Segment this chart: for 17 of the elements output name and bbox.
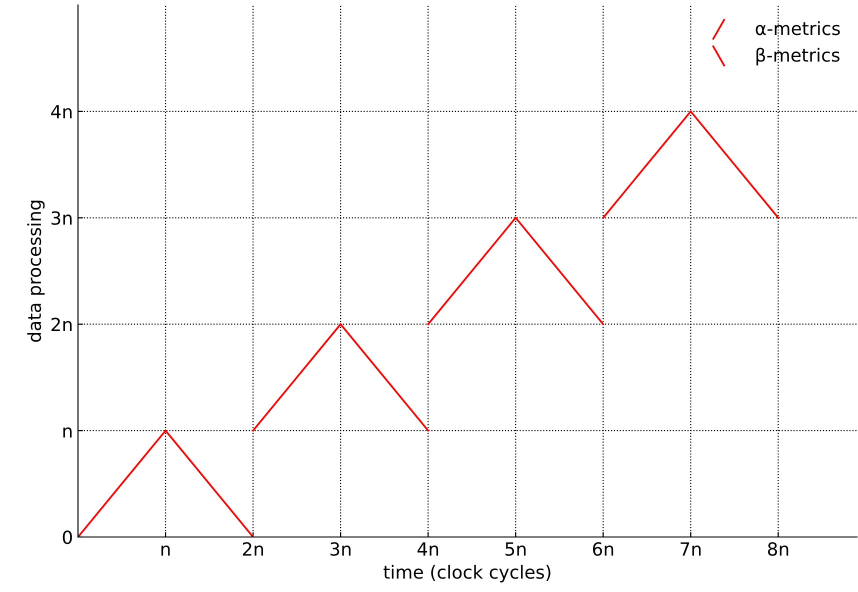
y-axis-title: data processing [27,200,45,342]
x-tick-label: 3n [330,542,351,556]
y-tick-label: n [63,427,72,438]
x-axis-title: time (clock cycles) [384,564,550,582]
y-tick-label: 3n [52,211,72,225]
legend-label: β-metrics [756,48,840,66]
x-tick-label: 8n [768,542,788,556]
x-tick-label: 4n [418,542,438,556]
legend-label: α-metrics [756,21,840,36]
y-tick-label: 0 [62,530,72,544]
x-tick-label: 7n [680,542,701,556]
x-tick-label: 6n [592,542,614,556]
x-tick-label: 2n [242,542,263,556]
y-tick-label: 4n [51,105,72,118]
x-tick-label: n [161,545,170,556]
x-tick-label: 5n [506,542,526,556]
y-tick-label: 2n [52,318,72,332]
